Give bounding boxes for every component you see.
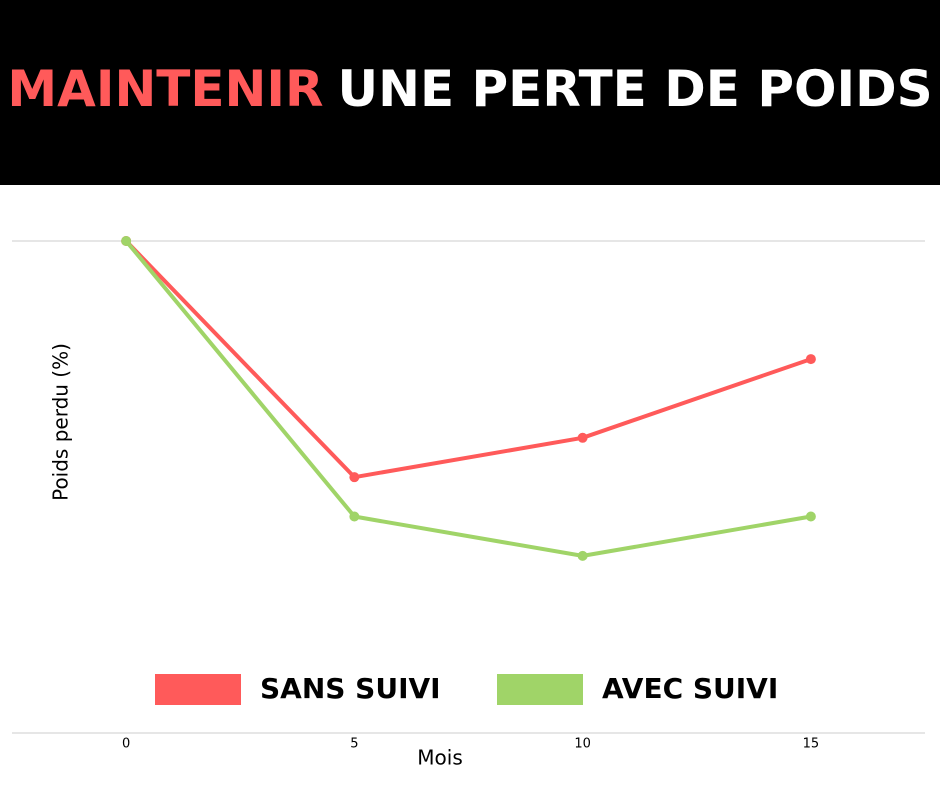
legend-swatch	[497, 674, 583, 705]
legend-label: AVEC SUIVI	[602, 672, 778, 705]
legend-label: SANS SUIVI	[260, 672, 441, 705]
x-tick-label: 15	[803, 737, 820, 752]
data-point	[121, 236, 132, 246]
x-tick-label: 10	[574, 737, 591, 752]
series-line	[124, 239, 812, 480]
data-point	[577, 550, 588, 561]
title-highlight: MAINTENIR	[7, 60, 323, 118]
data-point	[349, 511, 360, 522]
legend-swatch	[155, 674, 241, 705]
x-tick-label: 0	[122, 737, 130, 752]
y-axis-label: Poids perdu (%)	[49, 343, 73, 501]
header-band	[0, 0, 940, 185]
data-point	[577, 432, 588, 443]
series-line	[124, 239, 812, 558]
chart-title: MAINTENIR UNE PERTE DE POIDS	[7, 60, 932, 118]
title-rest: UNE PERTE DE POIDS	[338, 60, 933, 118]
data-point	[349, 472, 360, 483]
x-tick-label: 5	[350, 737, 358, 752]
data-point	[805, 511, 816, 522]
data-point	[805, 354, 816, 365]
x-axis-label: Mois	[417, 746, 462, 770]
